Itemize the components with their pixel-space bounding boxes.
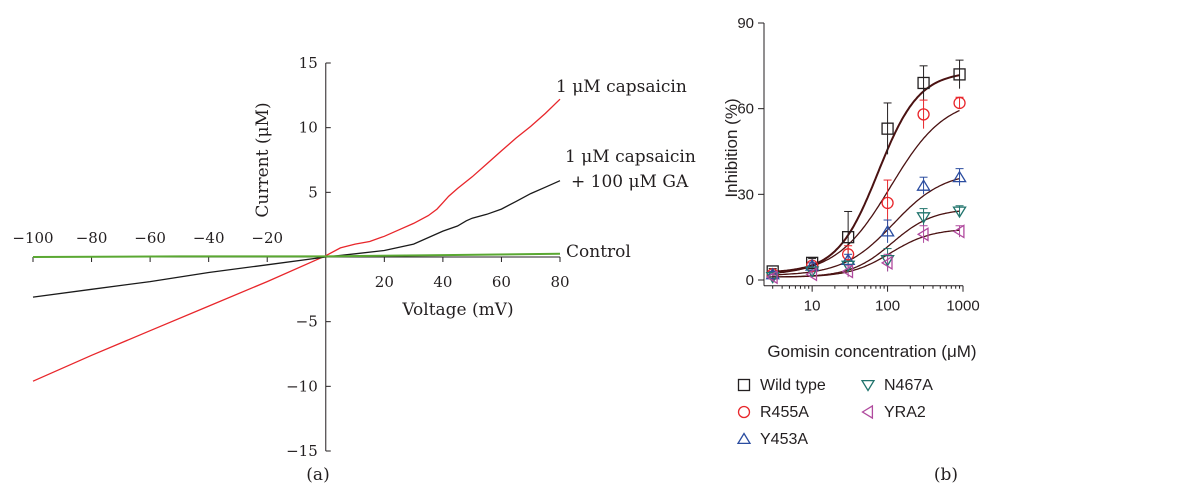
panel-b-point-yra2: [841, 264, 854, 279]
panel-a-iv-plot: −100 −80 −60 −40 −20 20 40 60 80 15 10 5 −5 −10 −15 V…: [12, 54, 695, 485]
panel-b-x-ticks: 10 100 1000: [772, 285, 980, 315]
panel-b-point-n467a: [952, 206, 967, 219]
panel-b-x-axis-label: Gomisin concentration (μM): [767, 342, 976, 361]
panel-a-line-capsaicin: [32, 98, 561, 382]
panel-b-point-wild-type: [917, 76, 930, 90]
panel-b-legend-label-yra2: YRA2: [884, 404, 926, 421]
panel-a-y-tick-label: 15: [299, 54, 318, 72]
panel-b-y-tick-label: 90: [737, 15, 754, 32]
panel-b-point-r455a: [881, 196, 894, 210]
panel-a-series-label-control: Control: [566, 242, 631, 262]
panel-b-point-wild-type: [766, 265, 779, 278]
panel-b-legend-marker-wild-type: [737, 378, 751, 392]
panel-a-x-ticks: −100 −80 −60 −40 −20 20 40 60 80: [12, 229, 569, 291]
panel-b-point-wild-type: [881, 122, 894, 135]
panel-b-point-yra2: [765, 269, 778, 285]
panel-b-point-wild-type: [805, 256, 819, 270]
panel-a-x-tick-label: 40: [433, 273, 452, 291]
panel-b-point-r455a: [917, 108, 930, 121]
panel-b-point-n467a: [804, 266, 820, 279]
panel-b-legend-label-y453a: Y453A: [760, 431, 808, 448]
panel-a-x-tick-label: −60: [134, 229, 166, 247]
panel-b-error-bars: [768, 59, 964, 280]
panel-b-fit-n467a: [772, 210, 960, 278]
panel-b-point-y453a: [880, 224, 895, 237]
panel-b-dose-response-plot: 10 100 1000 0 30 60 90 Gomisin concentration …: [722, 15, 980, 485]
panel-b-point-yra2: [916, 227, 929, 242]
panel-b-point-n467a: [765, 272, 780, 284]
panel-b-legend-label-n467a: N467A: [884, 377, 933, 394]
panel-b-point-yra2: [880, 255, 893, 271]
panel-b-panel-label: (b): [934, 465, 958, 485]
panel-b-point-y453a: [804, 258, 820, 271]
panel-a-x-tick-label: −20: [251, 229, 283, 247]
panel-b-x-tick-label: 1000: [946, 298, 979, 315]
panel-b-point-r455a: [953, 96, 966, 110]
panel-b-y-axis-label: Inhibition (%): [722, 98, 741, 197]
panel-a-y-tick-label: −10: [286, 377, 318, 395]
panel-b-point-yra2: [952, 224, 965, 239]
panel-b-point-r455a: [841, 248, 855, 261]
panel-a-y-tick-label: −15: [286, 442, 318, 460]
panel-b-fit-curves: [772, 74, 960, 278]
panel-b-point-y453a: [765, 267, 780, 280]
panel-b-y-tick-label: 30: [737, 186, 754, 203]
panel-b-legend-label-r455a: R455A: [760, 404, 809, 421]
panel-a-x-tick-label: 80: [550, 273, 569, 291]
panel-b-legend-marker-y453a: [736, 432, 752, 445]
panel-b-x-tick-label: 10: [804, 298, 821, 315]
panel-a-x-tick-label: −100: [12, 229, 53, 247]
panel-a-y-tick-label: 10: [299, 119, 318, 137]
panel-b-fit-wild-type: [772, 74, 960, 273]
panel-b-fit-r455a: [772, 109, 960, 275]
panel-a-y-tick-label: −5: [296, 313, 318, 331]
panel-a-x-tick-label: −80: [76, 229, 108, 247]
panel-b-point-wild-type: [953, 68, 966, 81]
panel-b-point-n467a: [880, 254, 895, 267]
panel-a-line-capsaicin-ga: [32, 180, 561, 298]
panel-b-y-ticks: 0 30 60 90: [737, 15, 764, 289]
panel-b-legend: Wild type R455A Y453A N467A YRA2: [736, 377, 933, 448]
panel-a-line-control: [32, 252, 561, 258]
panel-a-y-ticks: 15 10 5 −5 −10 −15: [286, 54, 331, 460]
panel-b-point-yra2: [805, 267, 818, 282]
panel-b-fit-y453a: [772, 177, 960, 276]
panel-b-legend-marker-yra2: [861, 404, 874, 420]
panel-b-y-tick-label: 60: [737, 101, 754, 118]
panel-b-legend-label-wild-type: Wild type: [760, 377, 826, 394]
panel-b-point-y453a: [916, 179, 931, 191]
panel-a-series: [32, 98, 561, 382]
panel-a-x-tick-label: −40: [193, 229, 225, 247]
panel-b-legend-marker-r455a: [737, 405, 751, 419]
panel-a-series-label-capsaicin: 1 μM capsaicin: [556, 77, 687, 97]
panel-b-point-n467a: [916, 212, 931, 224]
panel-b-point-wild-type: [841, 231, 855, 244]
panel-b-point-y453a: [840, 253, 856, 266]
panel-b-point-y453a: [952, 170, 967, 183]
panel-b-legend-marker-n467a: [860, 379, 876, 392]
panel-a-x-axis-label: Voltage (mV): [401, 300, 513, 320]
panel-b-y-tick-label: 0: [746, 272, 754, 289]
panel-a-x-tick-label: 20: [375, 273, 394, 291]
panel-a-series-label-capsaicin-ga-line1: 1 μM capsaicin: [565, 147, 696, 167]
panel-a-panel-label: (a): [306, 465, 329, 485]
panel-b-fit-yra2: [772, 229, 960, 278]
panel-b-x-tick-label: 100: [875, 298, 900, 315]
panel-a-series-label-capsaicin-ga-line2: + 100 μM GA: [571, 172, 689, 192]
panel-b-axes: [763, 23, 963, 287]
panel-a-y-tick-label: 5: [308, 183, 318, 201]
panel-a-x-tick-label: 60: [492, 273, 511, 291]
panel-a-y-axis-label: Current (μM): [253, 102, 273, 217]
panel-b-data-points: [765, 68, 967, 285]
